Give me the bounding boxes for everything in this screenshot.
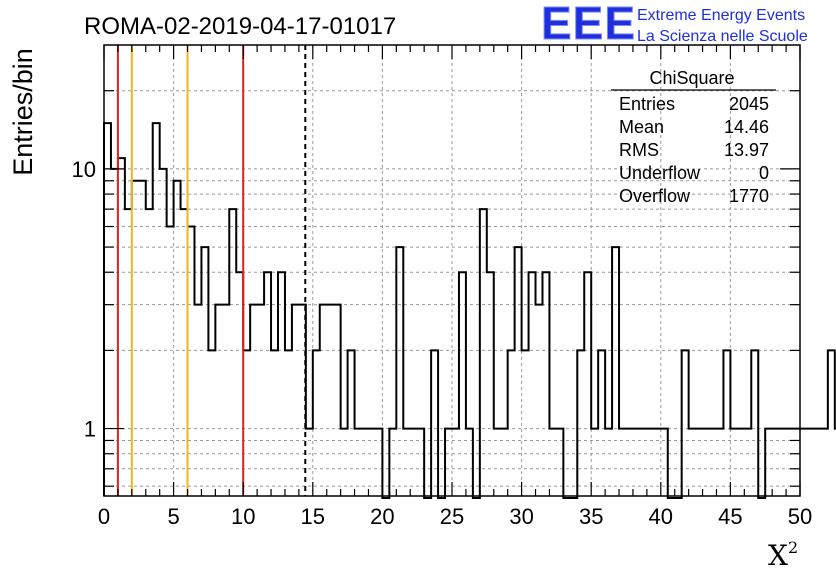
stats-box: ChiSquare Entries 2045 Mean 14.46 RMS 13.97 Un…	[611, 68, 776, 206]
x-tick-label: 50	[788, 504, 812, 529]
tick-labels: 0 5 10 15 20 25 30 35 40 45 50 1 10	[72, 157, 813, 529]
stats-row-label: Mean	[619, 117, 664, 137]
stats-row-value: 0	[759, 163, 769, 183]
eee-logo: EEE Extreme Energy Events La Scienza nel…	[541, 0, 808, 50]
x-axis-label-superscript: 2	[788, 538, 798, 557]
x-tick-label: 45	[718, 504, 742, 529]
stats-row-label: Entries	[619, 94, 675, 114]
stats-row-value: 14.46	[724, 117, 769, 137]
x-tick-label: 25	[440, 504, 464, 529]
x-tick-label: 10	[231, 504, 255, 529]
logo-line-2: La Scienza nelle Scuole	[637, 28, 808, 45]
x-tick-label: 35	[579, 504, 603, 529]
x-tick-label: 40	[649, 504, 673, 529]
histogram-outline	[103, 122, 836, 499]
stats-row-value: 1770	[729, 186, 769, 206]
logo-line-1: Extreme Energy Events	[637, 7, 805, 24]
stats-row-value: 2045	[729, 94, 769, 114]
stats-row-value: 13.97	[724, 140, 769, 160]
chart-title: ROMA-02-2019-04-17-01017	[84, 13, 396, 40]
axes	[103, 44, 801, 497]
stats-row-label: Underflow	[619, 163, 701, 183]
reference-lines	[116, 45, 307, 496]
histogram-bars	[103, 122, 836, 499]
stats-row-label: Overflow	[619, 186, 691, 206]
x-tick-label: 15	[301, 504, 325, 529]
y-tick-label: 10	[72, 157, 96, 182]
logo-mark: EEE	[541, 0, 636, 49]
x-tick-label: 30	[509, 504, 533, 529]
y-tick-label: 1	[84, 417, 96, 442]
x-tick-label: 0	[98, 504, 110, 529]
stats-row-label: RMS	[619, 140, 659, 160]
y-axis-label: Entries/bin	[8, 48, 38, 176]
stats-box-title: ChiSquare	[649, 68, 734, 88]
x-tick-label: 5	[167, 504, 179, 529]
x-axis-label: X 2	[768, 538, 798, 572]
x-tick-label: 20	[370, 504, 394, 529]
x-axis-label-base: X	[768, 539, 788, 572]
stats-box-rows: Entries 2045 Mean 14.46 RMS 13.97 Underflow 0 Ov…	[619, 94, 769, 206]
